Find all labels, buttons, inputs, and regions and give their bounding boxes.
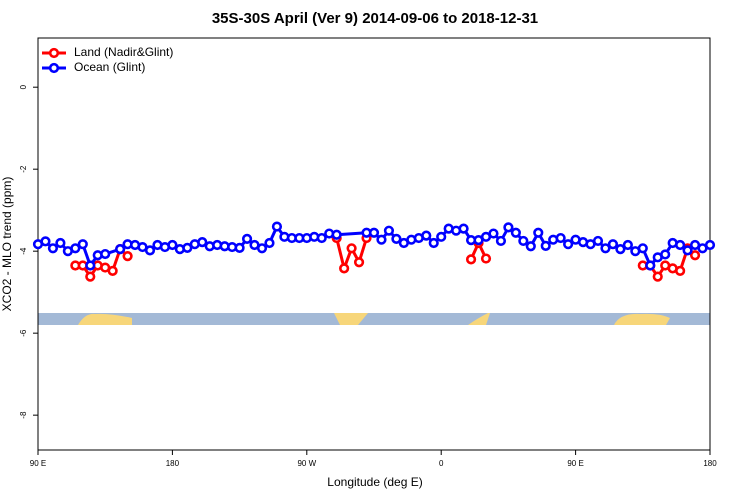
legend-label: Land (Nadir&Glint) [74, 45, 173, 59]
data-point [682, 245, 693, 256]
data-point [637, 243, 648, 254]
legend-label: Ocean (Glint) [74, 60, 145, 74]
data-point [77, 239, 88, 250]
y-tick-label: -6 [19, 329, 28, 337]
data-point [436, 231, 447, 242]
data-point [503, 222, 514, 233]
data-point [465, 254, 477, 265]
data-point [495, 235, 507, 247]
legend-marker [48, 62, 60, 74]
data-point [675, 265, 686, 276]
data-point [428, 237, 439, 249]
chart-title: 35S-30S April (Ver 9) 2014-09-06 to 2018… [212, 10, 538, 27]
data-point [645, 260, 656, 271]
y-tick-label: 0 [19, 84, 28, 89]
x-tick-label: 180 [166, 459, 180, 468]
data-point [592, 235, 604, 247]
y-tick-label: -8 [19, 411, 28, 419]
data-point [622, 239, 633, 251]
legend: Land (Nadir&Glint)Ocean (Glint) [42, 45, 173, 74]
data-point [615, 244, 626, 255]
y-tick-label: -4 [19, 247, 28, 255]
data-point [264, 237, 275, 249]
data-point [533, 227, 544, 238]
data-point [40, 236, 51, 247]
x-tick-label: 90 E [30, 459, 46, 468]
y-tick-label: -2 [19, 165, 28, 173]
data-point [652, 271, 663, 282]
data-point [346, 243, 357, 254]
data-point [331, 229, 342, 240]
data-point [660, 249, 671, 260]
data-point [115, 244, 126, 255]
data-point [555, 232, 566, 244]
data-point [391, 233, 402, 244]
data-point [383, 225, 395, 236]
data-point [182, 242, 193, 253]
data-point [704, 239, 716, 251]
data-point [525, 241, 536, 252]
data-point [107, 265, 118, 276]
data-point [488, 228, 499, 239]
data-point [122, 250, 133, 262]
x-tick-label: 90 W [297, 459, 316, 468]
data-point [421, 230, 432, 241]
data-point [271, 221, 283, 232]
data-point [55, 237, 66, 249]
data-point [540, 240, 551, 251]
data-point [518, 235, 529, 247]
x-axis-label: Longitude (deg E) [327, 475, 422, 489]
data-point [47, 243, 59, 254]
data-point [256, 243, 268, 254]
data-point [241, 233, 253, 244]
data-point [689, 250, 701, 261]
data-point [339, 263, 350, 274]
data-point [100, 248, 111, 260]
data-point [480, 253, 492, 264]
x-tick-label: 0 [439, 459, 444, 468]
data-point [563, 239, 574, 250]
x-tick-label: 180 [703, 459, 717, 468]
data-point [316, 232, 327, 244]
map-band [38, 313, 710, 325]
legend-marker [48, 47, 60, 59]
data-point [197, 237, 208, 248]
data-point [458, 223, 469, 234]
data-point [353, 257, 365, 268]
data-point [85, 271, 96, 282]
data-point [167, 239, 178, 251]
data-point [607, 239, 619, 250]
data-point [144, 245, 156, 256]
x-tick-label: 90 E [567, 459, 583, 468]
data-point [70, 243, 81, 254]
data-point [234, 242, 245, 253]
data-point [376, 234, 387, 245]
data-point [510, 227, 521, 238]
y-axis-label: XCO2 - MLO trend (ppm) [0, 177, 14, 312]
data-point [368, 227, 380, 238]
data-point [600, 243, 611, 254]
data-point [675, 239, 686, 251]
data-point [85, 260, 96, 271]
